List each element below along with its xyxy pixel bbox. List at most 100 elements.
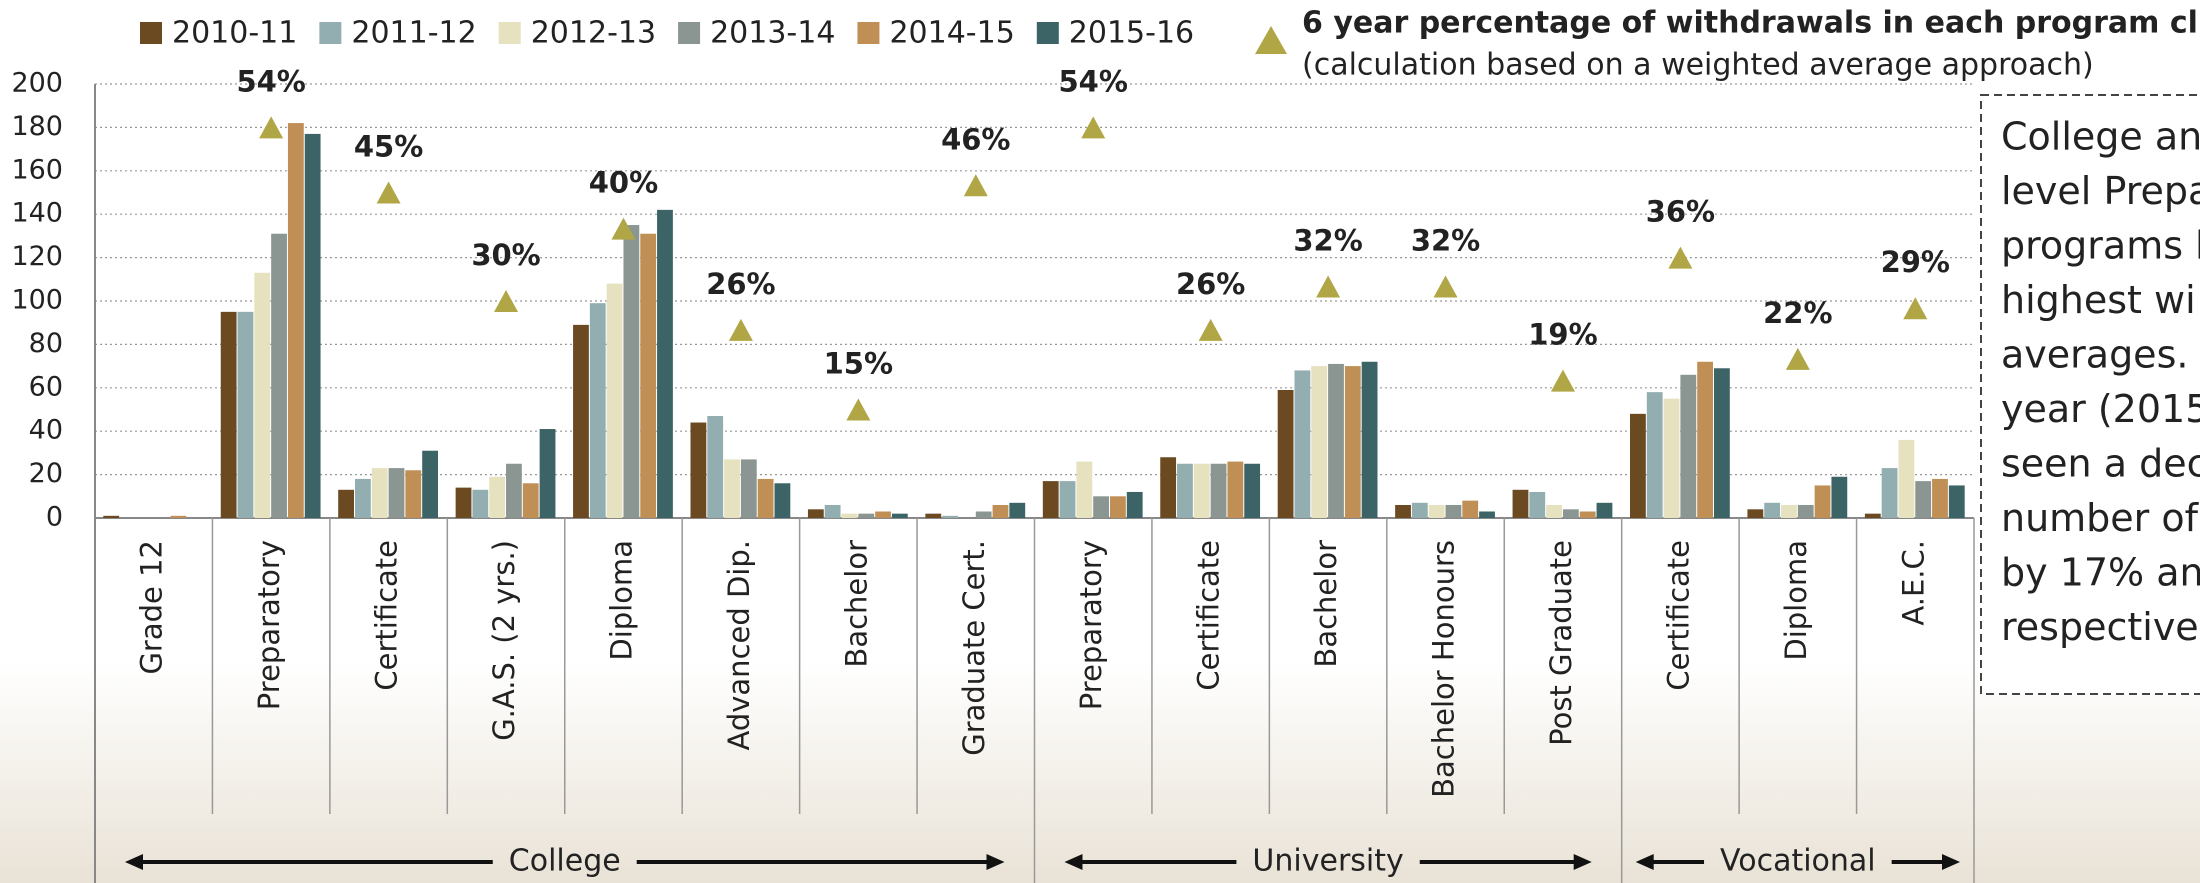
bar xyxy=(841,513,858,518)
bar xyxy=(506,463,522,518)
bar xyxy=(589,303,606,518)
bar xyxy=(1110,496,1126,518)
bar xyxy=(1680,374,1697,518)
x-tick-label: A.E.C. xyxy=(1896,540,1930,626)
bar xyxy=(1059,481,1076,518)
bar xyxy=(824,504,841,518)
y-tick-label: 0 xyxy=(46,502,63,533)
value-label: 36% xyxy=(1646,195,1715,229)
bar xyxy=(707,416,724,518)
bar xyxy=(1864,513,1881,518)
group-arrowhead xyxy=(1942,854,1960,870)
group-arrowhead xyxy=(1064,854,1083,870)
bar xyxy=(1160,457,1177,518)
y-tick-label: 140 xyxy=(11,198,63,229)
marker-triangle xyxy=(376,181,401,204)
bar xyxy=(1764,502,1781,518)
x-tick-label: Preparatory xyxy=(252,540,286,710)
marker-triangle xyxy=(1316,275,1341,298)
bar xyxy=(1076,461,1093,518)
x-tick-label: G.A.S. (2 yrs.) xyxy=(487,540,521,741)
bar xyxy=(304,133,321,518)
bar xyxy=(271,233,287,519)
bar xyxy=(740,459,757,518)
legend-label: 2012-13 xyxy=(531,16,656,51)
y-tick-label: 200 xyxy=(11,68,63,99)
x-tick-label: Diploma xyxy=(604,540,638,661)
bar xyxy=(1479,511,1495,518)
value-label: 40% xyxy=(589,166,658,200)
legend-label: 2014-15 xyxy=(889,16,1014,51)
x-tick-label: Preparatory xyxy=(1074,540,1108,710)
group-arrowhead xyxy=(1635,854,1654,870)
annotation-line: programs h xyxy=(2001,224,2200,268)
bar xyxy=(975,511,992,518)
value-label: 19% xyxy=(1528,318,1597,352)
bar xyxy=(1579,511,1596,518)
bar xyxy=(1932,478,1948,518)
value-label: 54% xyxy=(236,64,305,98)
bar xyxy=(1445,504,1462,518)
bar xyxy=(354,478,371,518)
bar xyxy=(1126,491,1143,518)
bar xyxy=(1546,504,1562,518)
marker-triangle xyxy=(1198,318,1223,341)
legend-marker xyxy=(1255,26,1287,54)
x-tick-label: Certificate xyxy=(1661,540,1695,691)
legend-swatch xyxy=(140,22,162,44)
bar xyxy=(1093,496,1110,518)
bar xyxy=(388,468,405,518)
bar xyxy=(287,123,304,518)
bar xyxy=(522,483,539,518)
bar xyxy=(757,478,774,518)
group-label: College xyxy=(509,844,621,879)
marker-triangle xyxy=(1550,369,1575,392)
bar xyxy=(807,509,824,518)
marker-triangle xyxy=(963,174,988,197)
x-tick-label: Graduate Cert. xyxy=(957,540,991,756)
bar xyxy=(606,283,623,518)
bar xyxy=(422,450,438,518)
marker-triangle xyxy=(1081,116,1106,139)
x-tick-label: Bachelor Honours xyxy=(1427,540,1461,798)
y-tick-label: 180 xyxy=(11,111,63,142)
bar xyxy=(539,429,556,518)
bar xyxy=(1361,361,1378,518)
bar xyxy=(774,483,791,518)
value-label: 32% xyxy=(1411,224,1480,258)
group-label: University xyxy=(1252,844,1403,879)
bar xyxy=(1294,370,1311,518)
bar xyxy=(1462,500,1479,518)
bar xyxy=(1009,502,1026,518)
marker-triangle xyxy=(494,290,519,312)
value-label: 46% xyxy=(941,122,1010,156)
bar xyxy=(1042,481,1059,518)
annotation-line: level Prepa xyxy=(2001,169,2200,213)
y-tick-label: 120 xyxy=(11,241,63,272)
value-label: 45% xyxy=(354,130,423,164)
bar xyxy=(220,311,237,518)
bar xyxy=(254,272,271,518)
bar xyxy=(640,233,657,519)
x-tick-label: Diploma xyxy=(1779,540,1813,661)
x-tick-label: Bachelor xyxy=(1309,540,1343,668)
value-label: 22% xyxy=(1763,296,1832,330)
y-tick-label: 80 xyxy=(29,328,63,359)
marker-triangle xyxy=(1433,275,1458,298)
bar xyxy=(1781,504,1797,518)
bar xyxy=(1395,504,1411,518)
bar xyxy=(1915,481,1932,518)
bar xyxy=(1646,392,1663,518)
annotation-line: number of xyxy=(2001,496,2200,540)
bar xyxy=(1898,439,1915,518)
annotation-line: respective xyxy=(2001,605,2199,649)
bar xyxy=(371,468,388,518)
group-arrowhead xyxy=(125,854,143,870)
y-tick-label: 40 xyxy=(29,415,63,446)
bar xyxy=(1562,509,1579,518)
bar xyxy=(690,422,707,518)
bar xyxy=(942,515,958,518)
legend-swatch xyxy=(498,22,521,44)
bar xyxy=(992,504,1009,518)
